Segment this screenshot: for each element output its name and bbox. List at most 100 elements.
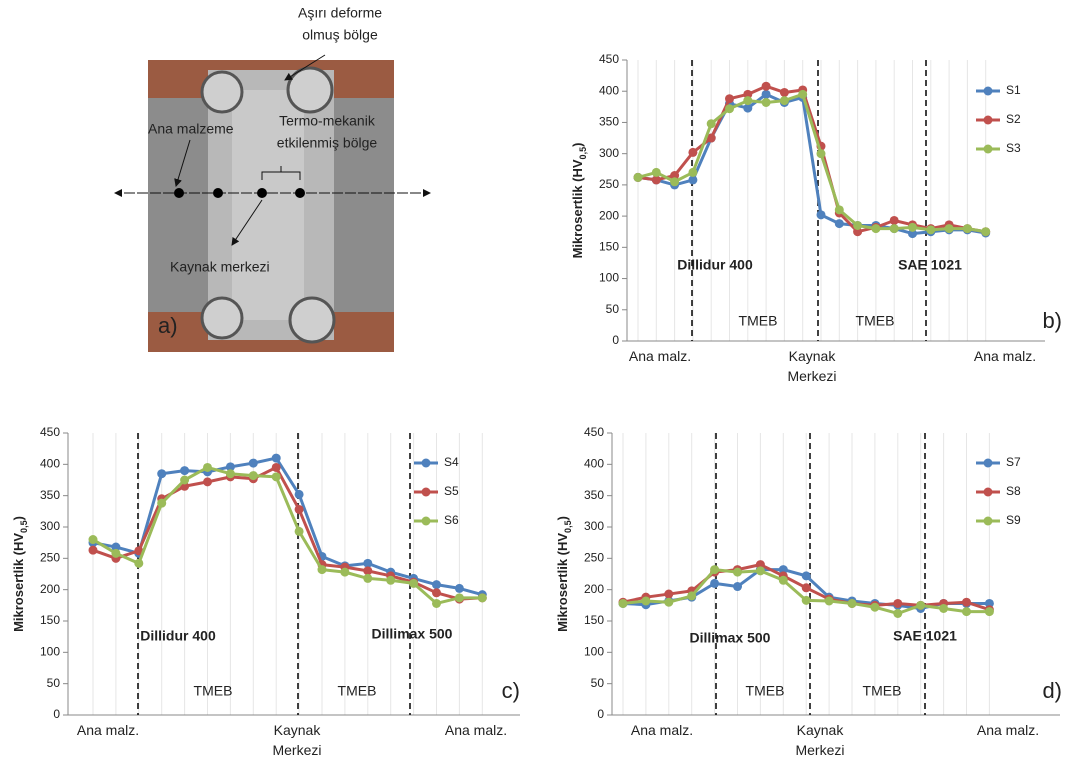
point <box>248 458 258 468</box>
point <box>798 89 808 99</box>
point <box>248 471 258 481</box>
legend-marker <box>983 115 993 125</box>
legend-label: S3 <box>1006 141 1021 155</box>
legend-label: S8 <box>1006 484 1021 498</box>
point <box>477 593 487 603</box>
y-axis-label: Mikrosertlik (HV0,5) <box>570 143 588 259</box>
point <box>710 578 720 588</box>
y-tick-label: 350 <box>584 488 604 502</box>
point <box>984 598 994 608</box>
chart: 0 50 100 150 200 250 300 350 400 450 Mikrosertlik … <box>570 52 1062 347</box>
x-axis-label: Ana malz. <box>630 722 694 738</box>
point <box>180 466 190 476</box>
point <box>111 548 121 558</box>
y-tick-label: 150 <box>584 613 604 627</box>
y-tick-label: 450 <box>599 52 619 66</box>
x-axis-label: Kaynak Merkezi <box>795 722 845 758</box>
chart: 0 50 100 150 200 250 300 350 400 450 Mikrosertlik … <box>11 425 520 721</box>
annotation: TMEB <box>338 683 377 699</box>
y-tick-label: 450 <box>584 425 604 439</box>
panel-label: d) <box>1042 678 1062 703</box>
flash <box>286 66 334 114</box>
point <box>134 546 144 556</box>
point <box>203 477 212 487</box>
point <box>633 172 643 182</box>
point <box>88 545 98 555</box>
point <box>893 598 903 608</box>
legend-label: S6 <box>444 513 459 527</box>
y-tick-label: 200 <box>584 582 604 596</box>
arrow <box>174 139 191 187</box>
point <box>725 104 734 114</box>
point <box>157 469 167 479</box>
annotation: SAE 1021 <box>893 628 957 644</box>
point <box>271 453 281 463</box>
point <box>871 224 881 234</box>
point <box>454 593 464 603</box>
y-axis-label-part: 0,5 <box>578 147 588 160</box>
point <box>174 188 184 198</box>
x-axis-label: Ana malz. <box>444 722 508 738</box>
y-tick-label: 0 <box>612 333 619 347</box>
point <box>908 222 917 232</box>
x-axis-label: Ana malz. <box>973 348 1037 364</box>
legend-marker <box>421 458 431 468</box>
annotation: TMEB <box>863 683 902 699</box>
point <box>409 578 419 588</box>
y-tick-label: 200 <box>599 208 619 222</box>
legend-marker <box>983 458 993 468</box>
point <box>962 597 971 607</box>
point <box>801 571 811 581</box>
flash <box>288 296 336 344</box>
x-axis-label: Kaynak Merkezi <box>272 722 322 758</box>
annotation: TMEB <box>746 683 785 699</box>
y-tick-label: 100 <box>40 645 60 659</box>
point <box>664 597 674 607</box>
annotation: Dillidur 400 <box>677 257 753 273</box>
legend-label: S2 <box>1006 112 1021 126</box>
panel-label: a) <box>158 313 178 338</box>
x-axis-label: Kaynak Merkezi <box>787 348 837 384</box>
y-tick-label: 100 <box>599 271 619 285</box>
point <box>670 171 680 181</box>
y-tick-label: 350 <box>599 115 619 129</box>
y-tick-label: 50 <box>591 676 605 690</box>
y-tick-label: 400 <box>40 457 60 471</box>
legend-marker <box>421 516 431 526</box>
point <box>203 462 212 472</box>
point <box>688 167 698 177</box>
y-axis-label-part: ) <box>555 516 570 520</box>
point <box>710 565 720 575</box>
point <box>664 589 674 599</box>
point <box>651 175 661 185</box>
point <box>908 229 917 239</box>
point <box>271 472 281 482</box>
point <box>706 133 716 143</box>
point <box>432 580 441 590</box>
point <box>743 103 753 113</box>
annotation: SAE 1021 <box>898 257 962 273</box>
point <box>111 542 121 552</box>
point <box>889 224 899 234</box>
y-tick-label: 450 <box>40 425 60 439</box>
panel-label: c) <box>502 678 520 703</box>
annotation: Dillimax 500 <box>690 630 771 646</box>
legend-label: S5 <box>444 484 459 498</box>
point <box>363 573 373 583</box>
point <box>778 565 788 575</box>
legend-marker <box>983 516 993 526</box>
point <box>687 591 697 601</box>
legend-marker <box>983 144 993 154</box>
point <box>761 81 771 91</box>
point <box>317 565 327 575</box>
photo-panel: Aşırı deforme olmuş bölge Ana malzeme Te… <box>114 5 431 352</box>
point <box>670 177 680 187</box>
y-tick-label: 300 <box>40 519 60 533</box>
point <box>962 224 972 234</box>
point <box>801 583 811 593</box>
point <box>651 167 661 177</box>
weld-center <box>232 90 304 320</box>
y-tick-label: 50 <box>606 302 620 316</box>
y-tick-label: 100 <box>584 645 604 659</box>
point <box>340 567 350 577</box>
